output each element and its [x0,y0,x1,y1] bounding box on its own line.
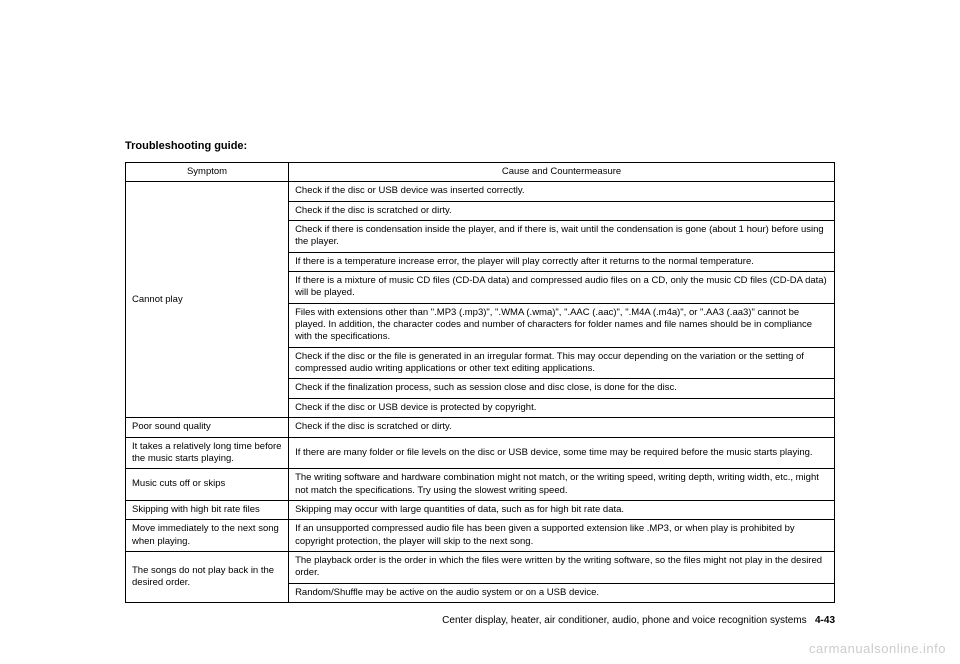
symptom-cell: Skipping with high bit rate files [126,500,289,519]
cause-cell: Skipping may occur with large quantities… [289,500,835,519]
table-header-row: Symptom Cause and Countermeasure [126,163,835,182]
symptom-cell: The songs do not play back in the desire… [126,551,289,602]
footer-section-title: Center display, heater, air conditioner,… [442,615,806,626]
cause-cell: Check if the finalization process, such … [289,379,835,398]
cause-cell: If there is a temperature increase error… [289,252,835,271]
cause-cell: Check if there is condensation inside th… [289,221,835,253]
footer-page-number: 4-43 [815,615,835,626]
cause-cell: If there are many folder or file levels … [289,437,835,469]
cause-cell: The playback order is the order in which… [289,551,835,583]
col-header-symptom: Symptom [126,163,289,182]
symptom-cell: Cannot play [126,182,289,418]
symptom-cell: Poor sound quality [126,418,289,437]
cause-cell: Check if the disc is scratched or dirty. [289,418,835,437]
troubleshooting-table: Symptom Cause and Countermeasure Cannot … [125,162,835,603]
table-row: Music cuts off or skips The writing soft… [126,469,835,501]
cause-cell: Check if the disc or the file is generat… [289,347,835,379]
table-row: The songs do not play back in the desire… [126,551,835,583]
section-heading: Troubleshooting guide: [125,140,835,152]
cause-cell: If an unsupported compressed audio file … [289,520,835,552]
cause-cell: Check if the disc or USB device is prote… [289,398,835,417]
table-row: Skipping with high bit rate files Skippi… [126,500,835,519]
cause-cell: Random/Shuffle may be active on the audi… [289,583,835,602]
table-row: Cannot play Check if the disc or USB dev… [126,182,835,201]
cause-cell: If there is a mixture of music CD files … [289,272,835,304]
table-row: Poor sound quality Check if the disc is … [126,418,835,437]
page-footer: Center display, heater, air conditioner,… [125,615,835,626]
symptom-cell: Move immediately to the next song when p… [126,520,289,552]
table-row: It takes a relatively long time before t… [126,437,835,469]
cause-cell: Files with extensions other than ".MP3 (… [289,303,835,347]
cause-cell: The writing software and hardware combin… [289,469,835,501]
cause-cell: Check if the disc is scratched or dirty. [289,201,835,220]
cause-cell: Check if the disc or USB device was inse… [289,182,835,201]
table-row: Move immediately to the next song when p… [126,520,835,552]
symptom-cell: It takes a relatively long time before t… [126,437,289,469]
col-header-cause: Cause and Countermeasure [289,163,835,182]
symptom-cell: Music cuts off or skips [126,469,289,501]
watermark-text: carmanualsonline.info [809,641,946,656]
